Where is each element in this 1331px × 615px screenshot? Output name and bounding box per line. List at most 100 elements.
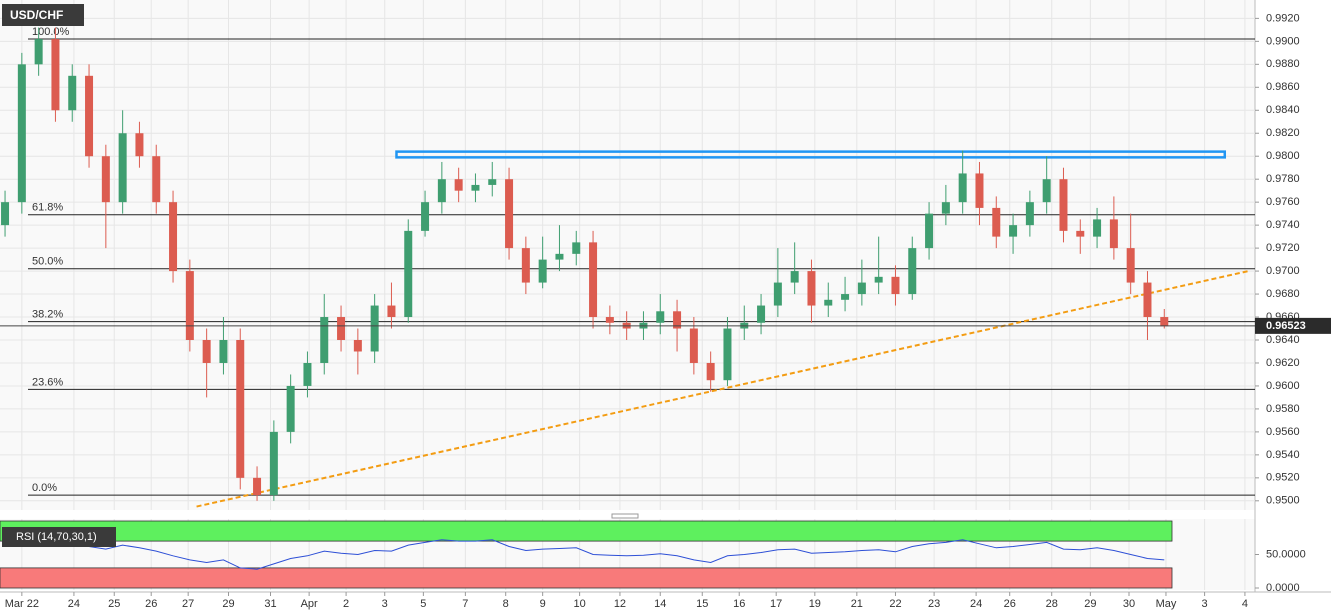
- candle-body: [841, 294, 850, 300]
- title-box: [2, 4, 84, 26]
- candle-body: [941, 202, 950, 214]
- x-tick-label: 3: [382, 598, 388, 610]
- candle-body: [353, 340, 362, 352]
- x-tick-label: 5: [420, 598, 426, 610]
- x-tick-label: 26: [145, 598, 157, 610]
- x-tick-label: 10: [573, 598, 585, 610]
- candle-body: [421, 202, 430, 231]
- candle-body: [85, 75, 94, 157]
- y-tick-label: 0.9860: [1266, 81, 1300, 93]
- trendline: [196, 270, 1249, 508]
- fib-label: 38.2%: [32, 309, 63, 321]
- y-tick-label: 0.0000: [1266, 582, 1300, 594]
- x-tick-label: 26: [1004, 598, 1016, 610]
- y-tick-label: 0.9500: [1266, 495, 1300, 507]
- x-tick-label: 24: [68, 598, 80, 610]
- y-tick-label: 0.9740: [1266, 219, 1300, 231]
- y-tick-label: 0.9680: [1266, 288, 1300, 300]
- candle-body: [555, 253, 564, 260]
- candle-body: [1, 202, 10, 226]
- x-tick-label: 29: [222, 598, 234, 610]
- x-tick-label: 24: [970, 598, 982, 610]
- candle-body: [253, 477, 262, 496]
- x-tick-label: 17: [770, 598, 782, 610]
- candle-body: [1143, 282, 1152, 318]
- x-tick-label: 30: [1123, 598, 1135, 610]
- candle-body: [824, 299, 833, 306]
- candle-body: [773, 282, 782, 306]
- y-tick-label: 0.9880: [1266, 58, 1300, 70]
- rsi-title: RSI (14,70,30,1): [16, 531, 97, 543]
- y-tick-label: 0.9820: [1266, 127, 1300, 139]
- fib-label: 0.0%: [32, 482, 57, 494]
- x-tick-label: Mar 22: [5, 598, 39, 610]
- x-tick-label: 25: [108, 598, 120, 610]
- candle-body: [269, 431, 278, 496]
- candle-body: [320, 317, 329, 363]
- y-tick-label: 0.9840: [1266, 104, 1300, 116]
- candle-body: [925, 213, 934, 249]
- candle-body: [908, 248, 917, 295]
- x-tick-label: 8: [503, 598, 509, 610]
- candle-body: [488, 179, 497, 185]
- candle-body: [975, 173, 984, 208]
- candle-body: [286, 385, 295, 432]
- y-tick-label: 0.9620: [1266, 357, 1300, 369]
- x-tick-label: 9: [540, 598, 546, 610]
- candle-body: [874, 276, 883, 283]
- candle-body: [236, 340, 245, 478]
- x-tick-label: 3: [1202, 598, 1208, 610]
- candle-body: [370, 305, 379, 352]
- candle-body: [303, 362, 312, 386]
- x-tick-label: 31: [264, 598, 276, 610]
- chart-title: USD/CHF: [10, 8, 63, 22]
- rsi-line: [4, 537, 1165, 570]
- resistance-zone: [395, 150, 1227, 159]
- candle-body: [387, 305, 396, 318]
- candle-body: [17, 64, 26, 203]
- x-tick-label: 28: [1046, 598, 1058, 610]
- y-tick-label: 0.9600: [1266, 380, 1300, 392]
- fib-label: 50.0%: [32, 256, 63, 268]
- rsi-band: [0, 520, 1173, 542]
- candle-body: [673, 311, 682, 329]
- x-tick-label: 14: [654, 598, 666, 610]
- candle-body: [1093, 219, 1102, 237]
- y-tick-label: 0.9520: [1266, 472, 1300, 484]
- candle-body: [958, 173, 967, 203]
- candle-body: [521, 248, 530, 283]
- candle-body: [471, 184, 480, 191]
- x-tick-label: Apr: [301, 598, 318, 610]
- candle-body: [757, 305, 766, 323]
- candle-body: [589, 242, 598, 318]
- y-tick-label: 0.9560: [1266, 426, 1300, 438]
- candle-body: [857, 282, 866, 295]
- y-tick-label: 0.9800: [1266, 150, 1300, 162]
- candle-body: [1109, 219, 1118, 249]
- candle-body: [51, 39, 60, 111]
- x-tick-label: 27: [182, 598, 194, 610]
- candle-body: [219, 340, 228, 363]
- x-tick-label: 2: [343, 598, 349, 610]
- y-tick-label: 0.9700: [1266, 265, 1300, 277]
- candle-body: [723, 328, 732, 381]
- y-tick-label: 0.9580: [1266, 403, 1300, 415]
- candle-body: [1025, 202, 1034, 226]
- x-tick-label: 7: [462, 598, 468, 610]
- candle-body: [505, 179, 514, 249]
- candle-body: [437, 179, 446, 203]
- x-tick-label: 4: [1242, 598, 1248, 610]
- candle-body: [538, 259, 547, 283]
- fib-label: 61.8%: [32, 202, 63, 214]
- x-tick-label: 29: [1084, 598, 1096, 610]
- candle-body: [891, 276, 900, 295]
- candle-body: [135, 133, 144, 157]
- candle-body: [34, 39, 43, 65]
- candle-body: [656, 311, 665, 323]
- panel-splitter[interactable]: [611, 513, 639, 519]
- y-tick-label: 0.9780: [1266, 173, 1300, 185]
- candle-body: [1076, 230, 1085, 237]
- candle-body: [1126, 248, 1135, 283]
- last-price-label: 0.96523: [1266, 320, 1306, 332]
